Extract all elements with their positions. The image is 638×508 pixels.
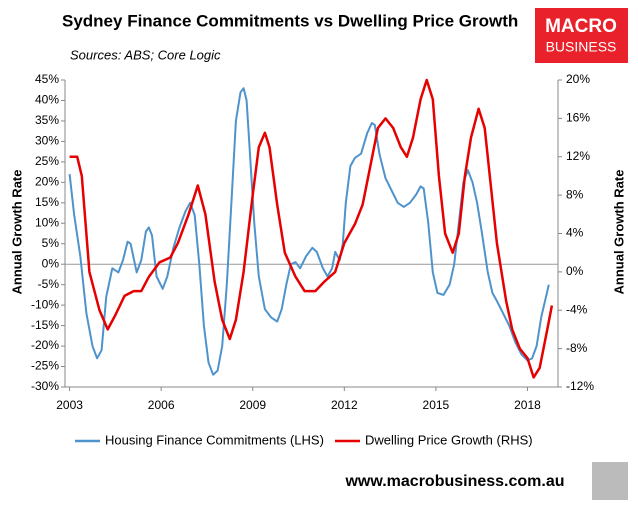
y-tick-label: 45% xyxy=(35,72,59,86)
y2-tick-label: 8% xyxy=(566,187,584,201)
y2-tick-label: 12% xyxy=(566,149,590,163)
y2-tick-label: 16% xyxy=(566,111,590,125)
y2-axis-label: Annual Growth Rate xyxy=(611,170,626,295)
y-tick-label: -15% xyxy=(31,318,59,332)
y-tick-label: 15% xyxy=(35,195,59,209)
y2-tick-label: 4% xyxy=(566,226,584,240)
y-tick-label: -20% xyxy=(31,338,59,352)
x-tick-label: 2018 xyxy=(514,398,541,412)
y-tick-label: -5% xyxy=(38,277,60,291)
y-tick-label: 20% xyxy=(35,175,59,189)
x-tick-label: 2015 xyxy=(423,398,450,412)
y-tick-label: 0% xyxy=(42,256,60,270)
y-axis-label: Annual Growth Rate xyxy=(9,170,24,295)
y-tick-label: 25% xyxy=(35,154,59,168)
y2-tick-label: -12% xyxy=(566,379,594,393)
x-tick-label: 2003 xyxy=(56,398,83,412)
y-tick-label: 40% xyxy=(35,93,59,107)
logo-text: BUSINESS xyxy=(546,39,617,55)
y2-tick-label: 0% xyxy=(566,264,584,278)
legend-label: Housing Finance Commitments (LHS) xyxy=(105,432,324,447)
x-tick-label: 2012 xyxy=(331,398,358,412)
y-tick-label: -25% xyxy=(31,359,59,373)
y2-tick-label: -4% xyxy=(566,302,588,316)
footer-url: www.macrobusiness.com.au xyxy=(344,473,564,490)
x-tick-label: 2009 xyxy=(239,398,266,412)
chart-subtitle: Sources: ABS; Core Logic xyxy=(70,47,221,62)
y-tick-label: -10% xyxy=(31,297,59,311)
series-line xyxy=(68,87,550,376)
y2-tick-label: 20% xyxy=(566,72,590,86)
y-tick-label: 5% xyxy=(42,236,60,250)
x-tick-label: 2006 xyxy=(148,398,175,412)
logo-box xyxy=(535,8,628,63)
y-tick-label: 30% xyxy=(35,134,59,148)
fox-icon xyxy=(592,462,628,500)
legend-label: Dwelling Price Growth (RHS) xyxy=(365,432,533,447)
y-tick-label: -30% xyxy=(31,379,59,393)
logo-text: MACRO xyxy=(545,16,617,37)
y2-tick-label: -8% xyxy=(566,341,588,355)
y-tick-label: 10% xyxy=(35,215,59,229)
series-line xyxy=(69,78,554,379)
chart-title: Sydney Finance Commitments vs Dwelling P… xyxy=(62,11,518,30)
y-tick-label: 35% xyxy=(35,113,59,127)
